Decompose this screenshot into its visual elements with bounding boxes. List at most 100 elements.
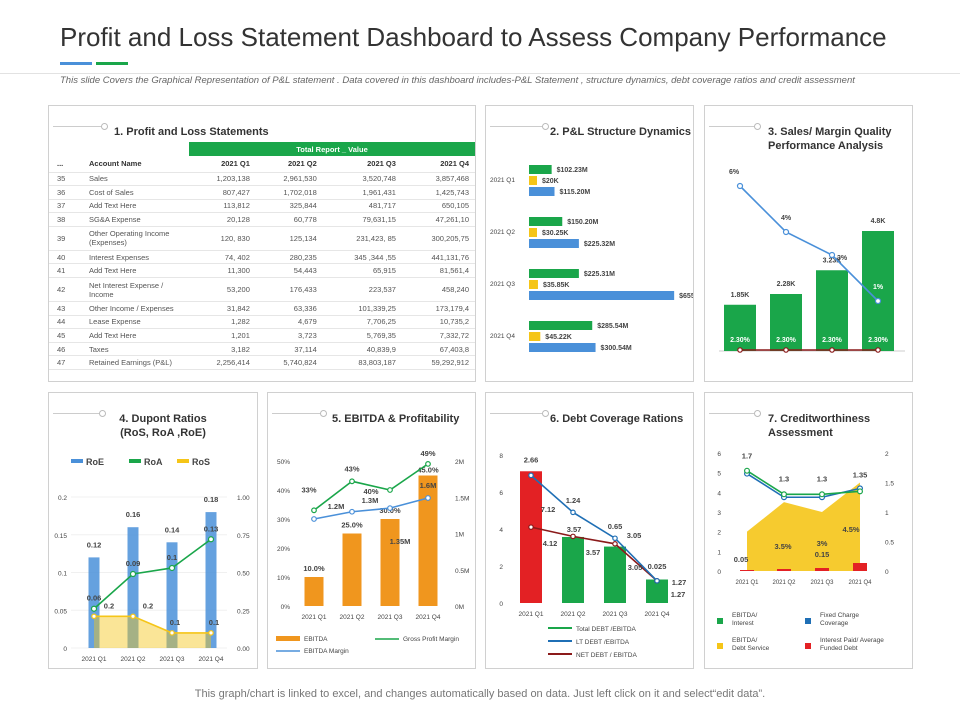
x-tick: 2021 Q3 bbox=[378, 614, 403, 621]
y2-tick: 1M bbox=[455, 532, 464, 539]
margin-label: 1.3M bbox=[362, 496, 379, 505]
ros-label: 0.1 bbox=[170, 618, 180, 627]
x-tick: 2021 Q4 bbox=[848, 580, 872, 586]
panel-title: 7. Creditworthiness Assessment bbox=[768, 413, 871, 439]
roa-point bbox=[168, 564, 176, 572]
legend-label: RoA bbox=[144, 457, 163, 467]
margin-point bbox=[875, 347, 881, 353]
title-accent-blue bbox=[60, 62, 92, 65]
table-cell: 345 ,344 ,55 bbox=[322, 250, 402, 265]
bar bbox=[529, 343, 596, 352]
table-cell: Interest Expenses bbox=[83, 250, 189, 265]
legend-label: Coverage bbox=[820, 620, 849, 627]
table-cell: 173,179,4 bbox=[401, 301, 475, 316]
ros-area bbox=[94, 616, 211, 648]
data-label: 3.05 bbox=[628, 563, 643, 572]
table-cell: 54,443 bbox=[255, 263, 323, 279]
table-row: 40 Interest Expenses 74, 402 280,235 345 ,34… bbox=[49, 250, 475, 265]
panel-dupont: 4. Dupont Ratios (RoS, RoA ,RoE) RoE RoA R… bbox=[48, 392, 258, 669]
roa-label: 0.1 bbox=[167, 553, 177, 562]
x-tick: 2021 Q1 bbox=[82, 656, 107, 663]
legend-label: Fixed Charge bbox=[820, 612, 859, 619]
data-label: 3.57 bbox=[586, 548, 601, 557]
x-tick: 2021 Q2 bbox=[561, 611, 586, 618]
margin-point bbox=[737, 347, 743, 353]
table-cell: 63,336 bbox=[255, 301, 323, 316]
bar-label: 0.18 bbox=[204, 495, 219, 504]
lt-debt-point bbox=[528, 472, 534, 479]
table-cell: 10,735,2 bbox=[401, 315, 475, 330]
category-label: 2021 Q1 bbox=[490, 177, 515, 184]
legend-label: Gross Profit Margin bbox=[403, 636, 459, 643]
y2-tick: 2 bbox=[885, 451, 889, 458]
ros-label: 0.2 bbox=[104, 601, 114, 610]
y-tick: 6 bbox=[499, 490, 503, 497]
credit-label: 1.7 bbox=[742, 452, 752, 461]
x-tick: 2021 Q2 bbox=[121, 656, 146, 663]
table-cell: 280,235 bbox=[255, 250, 323, 265]
legend-swatch bbox=[717, 618, 723, 624]
table-row: 39 Other Operating Income (Expenses) 120, … bbox=[49, 226, 475, 251]
legend-label: Funded Debt bbox=[820, 645, 858, 652]
table-cell: Lease Expense bbox=[83, 315, 189, 330]
table-cell: 79,631,15 bbox=[322, 212, 402, 227]
net-debt-point bbox=[612, 541, 618, 547]
table-cell: 223,537 bbox=[322, 277, 402, 303]
legend-label: Total DEBT /EBITDA bbox=[576, 626, 637, 633]
legend-label: RoS bbox=[192, 457, 210, 467]
lt-debt-line bbox=[530, 474, 658, 582]
legend-label: EBITDA Margin bbox=[304, 648, 349, 655]
gross-margin-line bbox=[313, 463, 429, 511]
data-label: 7.12 bbox=[541, 505, 556, 514]
table-cell: 176,433 bbox=[255, 277, 323, 303]
margin-label: 1.6M bbox=[420, 481, 437, 490]
ros-point bbox=[169, 630, 175, 636]
table-row: 46 Taxes 3,182 37,114 40,839,9 67,403,8 bbox=[49, 342, 475, 357]
dupont-chart: RoE RoA RoS 0 0.05 0.1 0.15 0.2 0.00 0.25 0.50 0.75… bbox=[54, 457, 250, 663]
gross-label: 43% bbox=[344, 464, 359, 473]
table-super-header: Total Report _ Value bbox=[189, 142, 475, 156]
bar bbox=[127, 527, 139, 648]
table-cell: 458,240 bbox=[401, 277, 475, 303]
table-cell: 1,282 bbox=[189, 315, 256, 330]
inner-label: 2.30% bbox=[776, 337, 797, 344]
data-label: $20K bbox=[542, 178, 559, 185]
line-label: 4% bbox=[781, 215, 792, 222]
bar bbox=[529, 217, 563, 226]
x-tick: 2021 Q4 bbox=[199, 656, 224, 663]
bar bbox=[853, 563, 867, 571]
y2-tick: 0.50 bbox=[237, 571, 250, 578]
y-tick: 0 bbox=[717, 569, 721, 576]
bar bbox=[740, 570, 754, 571]
sales-margin-chart: 1.85K 2.30% 2.28K 2.30% 3.23K 2.30% 4.8K 2.30% 6… bbox=[719, 169, 905, 353]
table-cell: 41 bbox=[49, 263, 83, 279]
panel-pl-structure: 2. P&L Structure Dynamics 2021 Q1 $102.23… bbox=[485, 105, 694, 382]
data-label: $655.54M bbox=[679, 293, 694, 300]
y-tick: 0 bbox=[499, 601, 503, 608]
credit-label: 1.35 bbox=[853, 470, 868, 479]
bar bbox=[342, 533, 362, 606]
legend-swatch bbox=[276, 636, 300, 641]
roa-point bbox=[90, 605, 98, 612]
table-cell: 40 bbox=[49, 250, 83, 265]
panel-title: 1. Profit and Loss Statements bbox=[114, 126, 269, 138]
margin-point bbox=[829, 347, 835, 353]
table-cell: 481,717 bbox=[322, 199, 402, 214]
table-cell: 125,134 bbox=[255, 226, 323, 251]
y-tick: 0.2 bbox=[58, 495, 67, 502]
table-cell: 65,915 bbox=[322, 263, 402, 279]
y-tick: 0.05 bbox=[54, 608, 67, 615]
bar-label: 1.85K bbox=[731, 292, 750, 299]
net-debt-point bbox=[570, 533, 576, 540]
bar bbox=[529, 228, 537, 237]
credit-label: 1.3 bbox=[817, 474, 827, 483]
credit-label: 0.15 bbox=[815, 550, 830, 559]
gross-margin-point bbox=[425, 460, 431, 467]
net-debt-point bbox=[528, 524, 534, 530]
x-tick: 2021 Q2 bbox=[772, 580, 796, 586]
table-cell: 7,706,25 bbox=[322, 315, 402, 330]
x-tick: 2021 Q1 bbox=[735, 580, 759, 586]
table-cell: 3,182 bbox=[189, 342, 256, 357]
bar bbox=[815, 568, 829, 571]
table-cell: Cost of Sales bbox=[83, 185, 189, 200]
